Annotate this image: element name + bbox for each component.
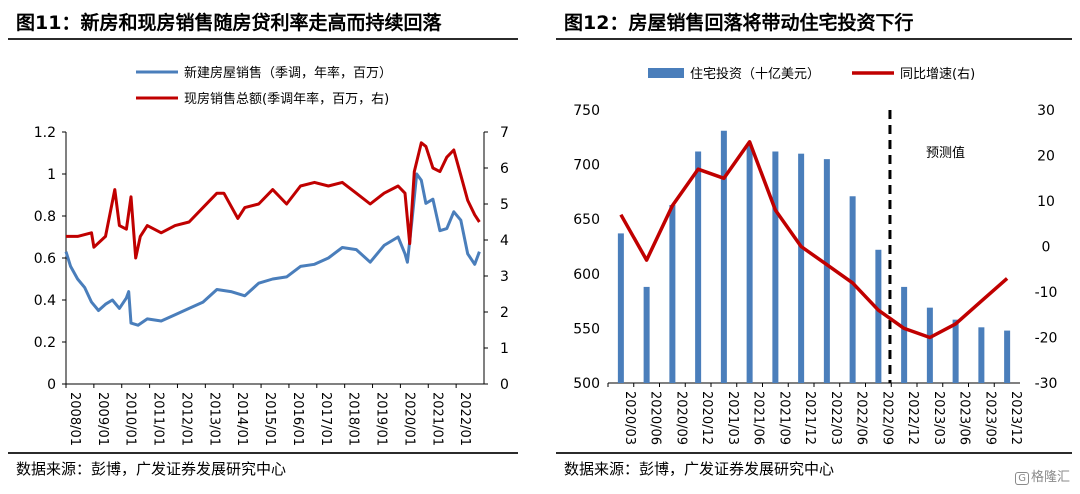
y-left-tick-label: 1 (47, 167, 56, 183)
x-tick-label: 2022/03 (828, 391, 843, 445)
forecast-annotation: 预测值 (926, 145, 965, 161)
y-left-tick-label: 0 (47, 377, 56, 393)
bar (746, 144, 753, 383)
x-tick-label: 2023/12 (1008, 391, 1023, 445)
x-tick-label: 2022/01 (457, 392, 472, 446)
y-right-tick-label: -10 (1035, 285, 1058, 301)
y-left-tick-label: 550 (573, 321, 600, 337)
x-tick-label: 2020/03 (622, 391, 637, 445)
figure-12-chart: 500 550 600 650 700 750 -30 -20 -10 0 10 20 30 2020/0… (573, 66, 1058, 445)
x-tick-label: 2013/01 (206, 392, 221, 446)
bar (772, 151, 779, 383)
y-left-tick-label: 700 (573, 158, 600, 174)
source-rule (8, 452, 518, 454)
y-left-tick-label: 650 (573, 212, 600, 228)
bar (849, 196, 856, 383)
x-tick-label: 2021/01 (429, 392, 444, 446)
bar (669, 205, 676, 383)
y-right-tick-label: 20 (1037, 149, 1055, 165)
x-tick-label: 2019/01 (374, 392, 389, 446)
bar (875, 249, 882, 383)
x-tick-label: 2009/01 (95, 392, 110, 446)
x-tick-label: 2023/06 (957, 391, 972, 445)
figure-11-source: 数据来源：彭博，广发证券发展研究中心 (16, 460, 287, 478)
bar (1004, 330, 1011, 383)
y-right-tick-label: 0 (1042, 240, 1051, 256)
title-rule (556, 38, 1072, 40)
y-left-tick-label: 600 (573, 267, 600, 283)
x-tick-label: 2012/01 (178, 392, 193, 446)
x-tick-label: 2011/01 (151, 392, 166, 446)
bar (926, 307, 933, 383)
y-right-tick-label: 4 (500, 233, 509, 249)
bar (978, 327, 985, 383)
x-tick-label: 2014/01 (234, 392, 249, 446)
x-tick-label: 2020/12 (699, 391, 714, 445)
x-tick-label: 2020/06 (648, 391, 663, 445)
bar (643, 286, 650, 383)
bar (952, 319, 959, 383)
series-line (66, 141, 481, 260)
watermark-badge: G (1015, 472, 1029, 485)
y-right-tick-label: 10 (1037, 194, 1055, 210)
figure-12-title: 图12：房屋销售回落将带动住宅投资下行 (564, 12, 914, 34)
y-right-tick-label: 30 (1037, 103, 1055, 119)
x-tick-label: 2021/09 (776, 391, 791, 445)
y-left-tick-label: 750 (573, 103, 600, 119)
y-right-tick-label: 7 (500, 125, 509, 141)
legend-label: 新建房屋销售（季调，年率，百万） (184, 65, 392, 81)
y-left-tick-label: 0.2 (34, 335, 56, 351)
y-left-tick-label: 500 (573, 376, 600, 392)
x-tick-label: 2018/01 (346, 392, 361, 446)
figure-12-panel: 图12：房屋销售回落将带动住宅投资下行 500 550 600 650 700 750 -3… (548, 0, 1080, 494)
figure-11-title: 图11：新房和现房销售随房贷利率走高而持续回落 (16, 12, 442, 34)
x-tick-label: 2021/12 (802, 391, 817, 445)
y-right-tick-label: 0 (500, 377, 509, 393)
x-tick-label: 2022/12 (905, 391, 920, 445)
y-left-tick-label: 0.6 (34, 251, 56, 267)
legend-label: 现房销售总额(季调年率，百万，右) (184, 91, 389, 107)
x-tick-label: 2017/01 (318, 392, 333, 446)
bar (823, 159, 830, 383)
y-right-tick-label: 6 (500, 161, 509, 177)
bar (798, 153, 805, 383)
bar (695, 151, 702, 383)
figure-11-panel: 图11：新房和现房销售随房贷利率走高而持续回落 0 0.2 0.4 0.6 0.8 1 1.… (0, 0, 526, 494)
y-left-tick-label: 0.4 (34, 293, 56, 309)
bar (617, 233, 624, 383)
bar (901, 286, 908, 383)
legend-label: 住宅投资（十亿美元） (690, 66, 820, 82)
watermark: G 格隆汇 (1015, 466, 1070, 485)
x-tick-label: 2022/09 (879, 391, 894, 445)
x-tick-label: 2010/01 (123, 392, 138, 446)
x-tick-label: 2008/01 (67, 392, 82, 446)
x-tick-label: 2015/01 (262, 392, 277, 446)
x-tick-label: 2022/06 (854, 391, 869, 445)
x-tick-label: 2016/01 (290, 392, 305, 446)
figure-11-chart: 0 0.2 0.4 0.6 0.8 1 1.2 0 1 2 3 4 5 6 7 2008/01 2009/01 2… (34, 65, 509, 446)
x-tick-label: 2023/03 (931, 391, 946, 445)
y-right-tick-label: 3 (500, 269, 509, 285)
bar (720, 130, 727, 383)
x-tick-label: 2020/01 (401, 392, 416, 446)
y-right-tick-label: 1 (500, 341, 509, 357)
y-left-tick-label: 1.2 (34, 125, 56, 141)
y-right-tick-label: 5 (500, 197, 509, 213)
growth-line (619, 140, 1009, 340)
title-rule (8, 38, 518, 40)
legend-label: 同比增速(右) (900, 67, 975, 82)
y-right-tick-label: -20 (1035, 331, 1058, 347)
legend-swatch (648, 68, 684, 78)
x-tick-label: 2020/09 (673, 391, 688, 445)
watermark-text: 格隆汇 (1030, 470, 1070, 485)
source-rule (556, 452, 1072, 454)
x-tick-label: 2023/09 (982, 391, 997, 445)
y-left-tick-label: 0.8 (34, 209, 56, 225)
y-right-tick-label: 2 (500, 305, 509, 321)
x-tick-label: 2021/06 (751, 391, 766, 445)
y-right-tick-label: -30 (1035, 376, 1058, 392)
x-tick-label: 2021/03 (725, 391, 740, 445)
series-line (64, 172, 481, 327)
figure-12-source: 数据来源：彭博，广发证券发展研究中心 (564, 460, 835, 478)
